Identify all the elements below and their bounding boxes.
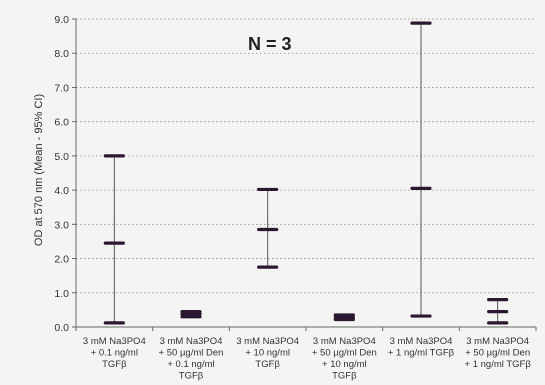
y-tick-label: 6.0 bbox=[54, 117, 69, 129]
grid-lines bbox=[76, 18, 536, 294]
x-category-label-line: TGFβ bbox=[255, 359, 280, 370]
error-bar-group bbox=[103, 154, 125, 325]
error-bar-group bbox=[410, 21, 432, 318]
error-bars bbox=[103, 21, 509, 325]
labels: 0.0 1.0 2.0 3.0 4.0 5.0 6.0 7.0 8.0 9.0 3 mM Na3PO… bbox=[54, 14, 531, 382]
x-category-label: 3 mM Na3PO4 + 10 ng/ml TGFβ bbox=[236, 336, 299, 370]
x-category-label-line: + 0.1 ng/ml bbox=[91, 348, 138, 359]
error-bar-group bbox=[180, 310, 202, 319]
x-category-label-line: TGFβ bbox=[102, 359, 127, 370]
y-tick-label: 4.0 bbox=[54, 185, 69, 197]
annotation-n: N = 3 bbox=[248, 34, 292, 54]
error-bar-group bbox=[257, 187, 279, 269]
x-category-label-line: 3 mM Na3PO4 bbox=[83, 336, 146, 347]
y-tick-label: 5.0 bbox=[54, 151, 69, 163]
x-category-label-line: + 10 ng/ml bbox=[245, 348, 290, 359]
x-category-label-line: 3 mM Na3PO4 bbox=[390, 336, 453, 347]
error-bar-group bbox=[487, 298, 509, 325]
x-category-label-line: + 50 µg/ml Den bbox=[159, 348, 224, 359]
y-tick-label: 7.0 bbox=[54, 82, 69, 94]
x-category-label: 3 mM Na3PO4 + 50 µg/ml Den + 1 ng/ml TGFβ bbox=[465, 336, 532, 370]
x-category-label-line: TGFβ bbox=[332, 371, 357, 382]
y-tick-label: 3.0 bbox=[54, 219, 69, 231]
x-category-label-line: + 1 ng/ml TGFβ bbox=[388, 348, 455, 359]
y-tick-label: 1.0 bbox=[54, 288, 69, 300]
y-tick-label: 2.0 bbox=[54, 254, 69, 266]
y-tick-label: 9.0 bbox=[54, 14, 69, 26]
x-category-label: 3 mM Na3PO4 + 0.1 ng/ml TGFβ bbox=[83, 336, 146, 370]
x-category-label-line: 3 mM Na3PO4 bbox=[160, 336, 223, 347]
x-category-label-line: + 10 ng/ml bbox=[322, 359, 367, 370]
y-tick-label: 0.0 bbox=[54, 322, 69, 334]
x-category-label: 3 mM Na3PO4 + 50 µg/ml Den + 10 ng/ml TGFβ bbox=[312, 336, 377, 382]
x-category-label-line: + 0.1 ng/ml bbox=[167, 359, 214, 370]
x-category-label: 3 mM Na3PO4 + 50 µg/ml Den + 0.1 ng/ml TGFβ bbox=[159, 336, 224, 382]
x-category-label-line: TGFβ bbox=[179, 371, 204, 382]
x-category-label-line: + 50 µg/ml Den bbox=[465, 348, 530, 359]
x-category-label-line: 3 mM Na3PO4 bbox=[466, 336, 529, 347]
x-category-label: 3 mM Na3PO4 + 1 ng/ml TGFβ bbox=[388, 336, 455, 359]
x-category-label-line: 3 mM Na3PO4 bbox=[313, 336, 376, 347]
x-category-label-line: + 50 µg/ml Den bbox=[312, 348, 377, 359]
error-bar-group bbox=[333, 313, 355, 322]
x-category-label-line: + 1 ng/ml TGFβ bbox=[465, 359, 532, 370]
x-category-label-line: 3 mM Na3PO4 bbox=[236, 336, 299, 347]
axes bbox=[72, 18, 537, 331]
y-tick-label: 8.0 bbox=[54, 48, 69, 60]
y-axis-title: OD at 570 nm (Mean - 95% CI) bbox=[33, 94, 45, 246]
